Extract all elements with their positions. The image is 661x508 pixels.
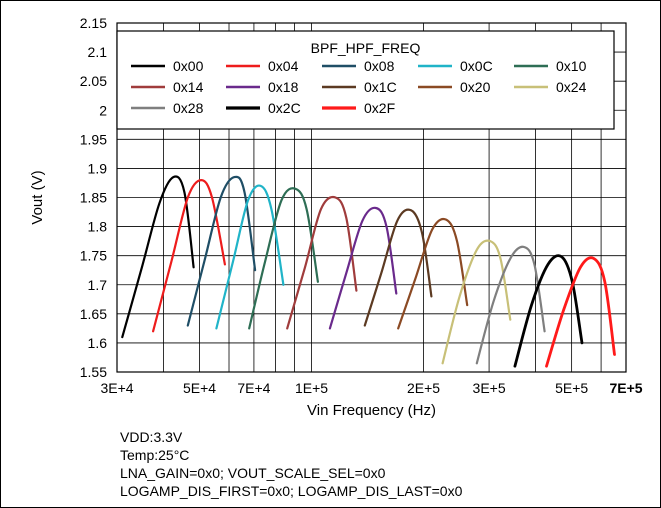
legend-label: 0x1C — [364, 79, 397, 95]
x-tick-label: 7E+4 — [237, 380, 270, 396]
x-axis-title: Vin Frequency (Hz) — [307, 402, 436, 419]
legend-items: 0x00 0x04 0x08 0x0C 0x10 0x14 0x18 0x1C 0x20 0x24… — [131, 58, 587, 116]
x-tick-label: 3E+5 — [473, 380, 506, 396]
y-tick-label: 1.55 — [80, 364, 107, 380]
note-logamp: LOGAMP_DIS_FIRST=0x0; LOGAMP_DIS_LAST=0x… — [120, 483, 463, 499]
legend-label: 0x20 — [460, 79, 491, 95]
y-tick-label: 2 — [99, 102, 107, 118]
legend-label: 0x08 — [364, 58, 395, 74]
legend-label: 0x2F — [364, 100, 395, 116]
y-tick-label: 1.6 — [88, 335, 108, 351]
x-tick-label: 1E+5 — [295, 380, 328, 396]
y-tick-label: 2.1 — [88, 44, 108, 60]
plot-area-border — [116, 22, 627, 373]
legend-title: BPF_HPF_FREQ — [311, 40, 421, 56]
curves — [121, 175, 616, 368]
series-curve-0x20 — [397, 217, 469, 330]
legend: BPF_HPF_FREQ 0x00 0x04 0x08 0x0C 0x10 0x14 0x1… — [116, 30, 615, 130]
series-curve-0x10 — [248, 187, 319, 330]
series-curve-0x2F — [545, 256, 616, 368]
y-tick-label: 1.8 — [88, 219, 108, 235]
y-tick-label: 1.95 — [80, 131, 107, 147]
test-conditions: VDD:3.3V Temp:25°C LNA_GAIN=0x0; VOUT_SC… — [120, 428, 462, 500]
x-tick-label: 7E+5 — [609, 380, 642, 396]
legend-label: 0x14 — [173, 79, 204, 95]
x-tick-label: 5E+4 — [183, 380, 216, 396]
y-tick-label: 1.75 — [80, 248, 107, 264]
x-tick-label: 3E+4 — [100, 380, 133, 396]
legend-label: 0x10 — [556, 58, 587, 74]
y-tick-label: 1.9 — [88, 160, 108, 176]
x-tick-label: 5E+5 — [555, 380, 588, 396]
legend-box — [116, 30, 615, 130]
legend-label: 0x18 — [268, 79, 299, 95]
y-tick-label: 1.7 — [88, 277, 108, 293]
y-tick-label: 1.65 — [80, 306, 107, 322]
series-curve-0x08 — [186, 175, 257, 327]
tick-labels: 1.55 1.6 1.65 1.7 1.75 1.8 1.85 1.9 1.95 2 2.05 2.1… — [80, 15, 643, 396]
series-curve-0x00 — [121, 175, 195, 339]
series-curve-0x24 — [441, 239, 512, 365]
legend-label: 0x00 — [173, 58, 204, 74]
y-axis-title: Vout (V) — [29, 170, 46, 224]
y-tick-label: 2.15 — [80, 15, 107, 31]
legend-label: 0x24 — [556, 79, 587, 95]
y-tick-label: 1.85 — [80, 190, 107, 206]
note-vdd: VDD:3.3V — [120, 429, 183, 445]
legend-label: 0x2C — [268, 100, 301, 116]
legend-label: 0x04 — [268, 58, 299, 74]
legend-label: 0x0C — [460, 58, 493, 74]
note-gain: LNA_GAIN=0x0; VOUT_SCALE_SEL=0x0 — [120, 465, 386, 481]
series-curve-0x14 — [286, 195, 358, 330]
series-curve-0x0C — [215, 184, 285, 330]
series-curve-0x04 — [152, 179, 226, 333]
series-curve-0x1C — [363, 208, 433, 327]
legend-label: 0x28 — [173, 100, 204, 116]
y-tick-label: 2.05 — [80, 73, 107, 89]
note-temp: Temp:25°C — [120, 447, 190, 463]
x-tick-label: 2E+5 — [407, 380, 440, 396]
series-curve-0x18 — [328, 206, 398, 330]
series-curve-0x28 — [475, 245, 546, 365]
